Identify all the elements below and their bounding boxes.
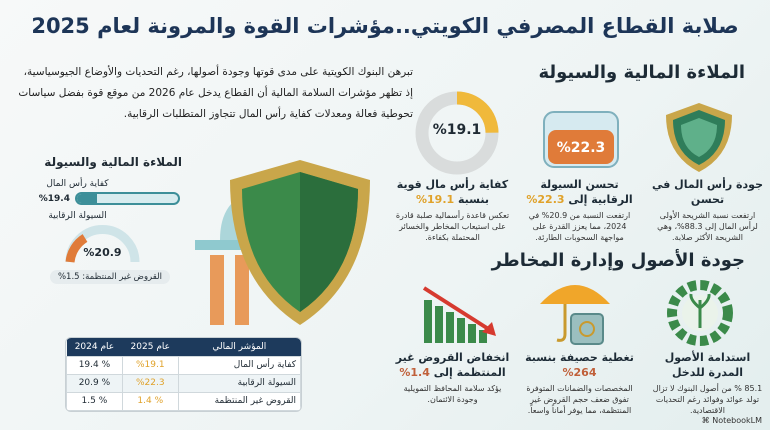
bank-shield-illustration <box>195 160 370 325</box>
table-cell: % 1.4 <box>121 391 179 411</box>
table-header: عام 2024 <box>66 338 123 356</box>
brand-label: NotebookLM <box>712 416 762 425</box>
table-cell: السيولة الرقابية <box>177 373 301 393</box>
donut-value: %19.1 <box>432 122 482 138</box>
table-cell: القروض غير المنتظمة <box>177 391 301 411</box>
card-title: كفاية رأس مال قوية بنسبة <box>396 178 509 206</box>
card-liquidity: تحسن السيولة الرقابية إلى 22.3% ارتفعت ال… <box>522 177 637 243</box>
mini-heading: الملاءة المالية والسيولة <box>44 155 182 169</box>
card-title: تغطية حصيفة بنسبة <box>525 351 634 364</box>
liquidity-label: السيولة الرقابية <box>48 211 107 221</box>
section-heading-solvency: الملاءة المالية والسيولة <box>538 62 745 83</box>
card-capital-adequacy: كفاية رأس مال قوية بنسبة 19.1% تعكس قاعدة… <box>395 177 510 243</box>
shield-icon <box>666 103 732 172</box>
donut-icon <box>415 91 499 175</box>
card-income-assets: استدامة الأصول المدرة للدخل 85.1 % من أصو… <box>650 350 765 416</box>
table-cell: % 1.5 <box>66 391 123 411</box>
card-text: تعكس قاعدة رأسمالية صلبة قادرة على استيع… <box>395 211 510 242</box>
table-cell: % 19.4 <box>66 355 123 375</box>
table-header-row: المؤشر المالي عام 2025 عام 2024 <box>66 338 301 356</box>
card-value: 264% <box>562 366 597 379</box>
card-title: تحسن السيولة الرقابية إلى <box>540 178 633 206</box>
capital-bar <box>75 192 180 205</box>
npl-pill: القروض غير المنتظمة: 1.5% <box>49 270 170 284</box>
declining-chart-icon <box>422 286 496 343</box>
capital-label: كفاية رأس المال <box>46 179 109 189</box>
capital-bar-fill <box>77 194 97 203</box>
table-cell: % 20.9 <box>66 373 123 393</box>
intro-paragraph: تبرهن البنوك الكويتية على مدى قوتها وجود… <box>18 66 413 120</box>
table-cell: كفاية رأس المال <box>177 355 301 375</box>
card-value: 22.3% <box>526 193 565 206</box>
comparison-table: المؤشر المالي عام 2025 عام 2024 كفاية رأس … <box>65 337 302 412</box>
table-cell: %19.1 <box>121 355 179 375</box>
capital-value: %19.4 <box>38 193 70 204</box>
card-text: ارتفعت نسبة الشريحة الأولى لرأس المال إل… <box>657 211 758 242</box>
page-title: صلابة القطاع المصرفي الكويتي..مؤشرات الق… <box>31 14 739 38</box>
card-text: المخصصات والضمانات المتوفرة تفوق ضعف حجم… <box>526 384 633 415</box>
beaker-badge: %22.3 <box>556 140 606 156</box>
card-npl: انخفاض القروض غير المنتظمة إلى 1.4% يؤكد … <box>395 350 510 405</box>
table-header: عام 2025 <box>122 338 179 356</box>
table-row: كفاية رأس المال %19.1% 19.4 <box>66 355 301 375</box>
liquidity-gauge: %20.9 <box>65 224 140 264</box>
notebooklm-brand: ⌘ NotebookLM <box>702 416 762 425</box>
table-row: السيولة الرقابية %22.3% 20.9 <box>66 373 301 393</box>
beaker-icon <box>543 111 619 168</box>
card-capital-quality: جودة رأس المال في تحسن ارتفعت نسبة الشريح… <box>650 177 765 243</box>
brand-logo-icon: ⌘ <box>701 416 713 425</box>
card-title: استدامة الأصول المدرة للدخل <box>664 351 751 379</box>
gear-plant-icon <box>667 280 733 346</box>
card-title: جودة رأس المال في تحسن <box>651 178 763 206</box>
table-header: المؤشر المالي <box>178 338 301 356</box>
table-cell: %22.3 <box>121 373 179 393</box>
section-heading-assets: جودة الأصول وإدارة المخاطر <box>491 250 745 271</box>
umbrella-safe-icon <box>540 285 610 345</box>
table-row: القروض غير المنتظمة% 1.4% 1.5 <box>66 391 301 411</box>
liquidity-value: %20.9 <box>83 246 122 259</box>
card-text: يؤكد سلامة المحافظ التمويلية وجودة الائت… <box>403 384 502 404</box>
mini-summary-panel: الملاءة المالية والسيولة كفاية رأس المال… <box>15 155 182 284</box>
donut-progress-arc <box>415 91 499 175</box>
card-text: 85.1 % من أصول البنوك لا تزال تولد عوائد… <box>652 384 763 415</box>
card-coverage: تغطية حصيفة بنسبة 264% المخصصات والضمانات… <box>522 350 637 416</box>
card-title: انخفاض القروض غير المنتظمة إلى <box>395 351 510 379</box>
card-value: 1.4% <box>399 366 430 379</box>
card-text: ارتفعت النسبة من 20.9% في 2024، مما يعزز… <box>528 211 631 242</box>
card-value: 19.1% <box>416 193 455 206</box>
